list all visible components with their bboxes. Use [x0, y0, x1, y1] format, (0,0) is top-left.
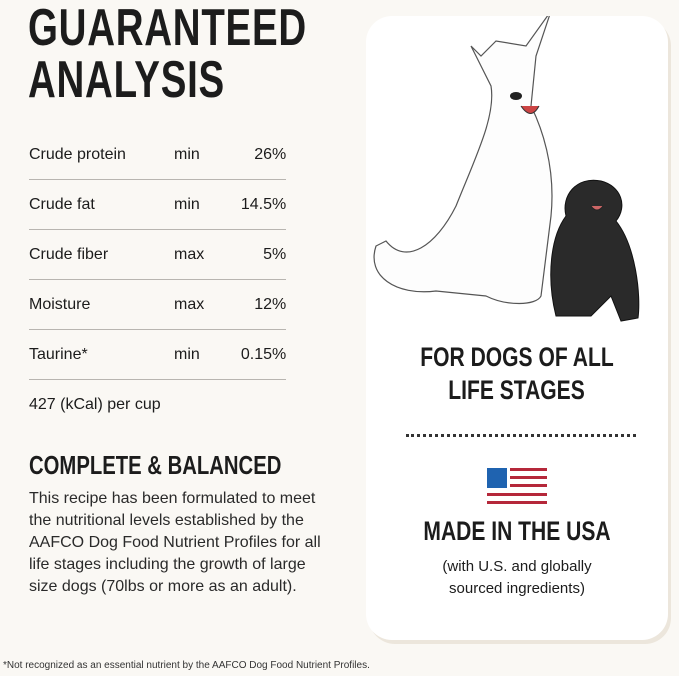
value: 14.5: [240, 195, 272, 213]
qualifier: min: [174, 345, 200, 363]
life-stages-heading: FOR DOGS OF ALL LIFE STAGES: [366, 341, 668, 407]
value: 12: [254, 295, 272, 313]
unit: %: [272, 195, 287, 213]
nutrient: Taurine*: [29, 345, 88, 363]
heading-line: FOR DOGS OF ALL: [420, 342, 614, 372]
unit: %: [272, 145, 287, 163]
qualifier: min: [174, 195, 200, 213]
value: 0.15: [240, 345, 272, 363]
qualifier: min: [174, 145, 200, 163]
footnote: *Not recognized as an essential nutrient…: [3, 660, 370, 671]
calories: 427 (kCal) per cup: [29, 396, 161, 413]
value: 26: [254, 145, 272, 163]
table-row: Crude protein min 26%: [29, 130, 286, 180]
info-card: FOR DOGS OF ALL LIFE STAGES MADE IN THE …: [366, 16, 668, 640]
made-in-usa-heading: MADE IN THE USA: [366, 516, 668, 547]
dotted-divider: [406, 434, 636, 437]
subtext-line: sourced ingredients): [449, 580, 585, 597]
table-row: Crude fat min 14.5%: [29, 180, 286, 230]
unit: %: [272, 345, 287, 363]
table-row: Crude fiber max 5%: [29, 230, 286, 280]
nutrient: Crude fiber: [29, 245, 109, 263]
table-row: Moisture max 12%: [29, 280, 286, 330]
analysis-table: Crude protein min 26% Crude fat min 14.5% Cr…: [29, 130, 286, 380]
us-flag-icon: [487, 468, 547, 504]
unit: %: [272, 295, 287, 313]
unit: %: [272, 245, 287, 263]
page-title: GUARANTEED ANALYSIS: [28, 2, 307, 106]
subtext-line: (with U.S. and globally: [442, 558, 592, 575]
heading-line: LIFE STAGES: [448, 375, 586, 405]
complete-text: This recipe has been formulated to meet …: [29, 490, 321, 595]
value: 5: [263, 245, 272, 263]
qualifier: max: [174, 245, 205, 263]
title-line: ANALYSIS: [28, 51, 225, 109]
made-in-usa-subtext: (with U.S. and globally sourced ingredie…: [366, 556, 668, 600]
qualifier: max: [174, 295, 205, 313]
dogs-illustration: [373, 16, 640, 322]
complete-heading: COMPLETE & BALANCED: [29, 450, 282, 480]
heading-text: MADE IN THE USA: [423, 516, 611, 546]
table-row: Taurine* min 0.15%: [29, 330, 286, 380]
nutrient: Crude fat: [29, 195, 95, 213]
nutrient: Crude protein: [29, 145, 126, 163]
title-line: GUARANTEED: [28, 0, 307, 57]
nutrient: Moisture: [29, 295, 91, 313]
